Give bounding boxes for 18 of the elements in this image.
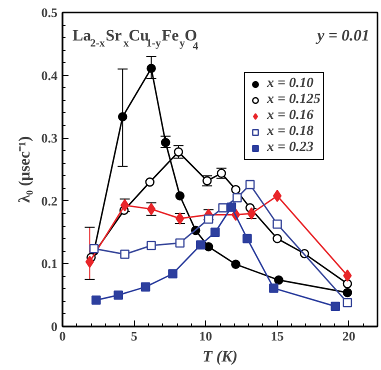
y-axis-title: λ₀ (μsec⁻¹): [16, 136, 34, 203]
x-tick-label: 15: [270, 328, 284, 344]
y-tick-label: 0.2: [41, 193, 58, 208]
legend-label: x = 0.125: [267, 92, 320, 108]
x-tick-label: 5: [130, 328, 138, 344]
legend-label: x = 0.10: [267, 76, 314, 92]
y-tick-label: 0.3: [41, 130, 58, 146]
annotation: y = 0.01: [315, 28, 370, 44]
y-tick-label: 0.1: [41, 256, 58, 272]
legend-label: x = 0.18: [267, 124, 314, 140]
legend-label: x = 0.23: [267, 140, 314, 156]
y-tick-label: 0.4: [41, 68, 58, 83]
x-axis-title: T (K): [202, 348, 238, 366]
y-tick-label: 0: [51, 319, 58, 334]
y-tick-label: 0.5: [41, 5, 58, 20]
x-tick-label: 10: [199, 328, 212, 344]
x-tick-label: 20: [342, 328, 356, 344]
legend-label: x = 0.16: [267, 108, 314, 124]
